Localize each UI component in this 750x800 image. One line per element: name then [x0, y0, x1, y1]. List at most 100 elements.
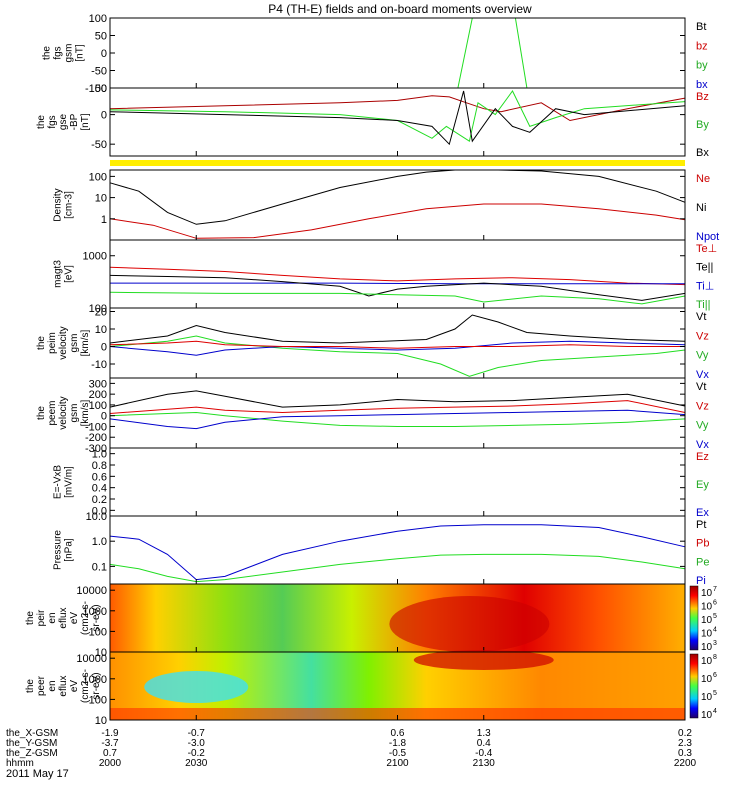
- y-tick-label: 0: [101, 342, 107, 354]
- y-tick-label: 100: [89, 171, 107, 183]
- series-line-Te_par: [109, 274, 686, 301]
- y-tick-label: 10000: [76, 653, 107, 665]
- series-line-Ne: [109, 203, 686, 239]
- y-axis-label: Pressure[nPa]: [53, 530, 75, 570]
- colorbar: [689, 585, 699, 651]
- x-axis-value: -1.8: [389, 738, 407, 749]
- panel-temp: 1000 100 Te⊥ Te|| Ti⊥ Ti|| magt3[eV]: [53, 239, 717, 315]
- figure-title: P4 (TH-E) fields and on-board moments ov…: [268, 2, 532, 16]
- panel-frame: [109, 17, 686, 89]
- legend-entry: Npot: [696, 231, 719, 243]
- series-line-Vy: [109, 411, 686, 427]
- x-axis-row-label: the_X-GSM: [6, 728, 58, 739]
- x-axis-value: -3.0: [188, 738, 206, 749]
- colorbar: [689, 653, 699, 719]
- legend-entry: Pb: [696, 538, 709, 550]
- y-tick-label: -100: [85, 421, 107, 433]
- legend-entry: Ni: [696, 202, 706, 214]
- x-axis-row-label: the_Y-GSM: [6, 738, 57, 749]
- colorbar-tick-exponent: 3: [713, 640, 717, 647]
- y-tick-label: 100: [89, 626, 107, 638]
- x-axis-value: 0.6: [391, 728, 405, 739]
- series-line-Vz: [109, 400, 686, 414]
- x-axis-value: -0.4: [475, 748, 493, 759]
- y-tick-label: 300: [89, 378, 107, 390]
- colorbar-tick-label: 10: [701, 710, 713, 721]
- mode-bar: [110, 160, 685, 166]
- spectrogram-feature: [110, 708, 685, 720]
- series-line-Vz: [109, 340, 685, 349]
- panel-frame: [109, 307, 686, 379]
- y-tick-label: 200: [89, 389, 107, 401]
- x-axis-value: 2130: [473, 758, 496, 769]
- y-tick-label: 10: [95, 324, 107, 336]
- legend-entry: Ne: [696, 173, 710, 185]
- y-axis-label: thepeerenefluxeV(cm2-s-sr-eV): [25, 669, 102, 703]
- y-tick-label: 1.0: [92, 536, 107, 548]
- legend-entry: Vt: [696, 381, 706, 393]
- legend-entry: Bx: [696, 147, 709, 159]
- y-tick-label: 50: [95, 31, 107, 43]
- y-tick-label: -200: [85, 432, 107, 444]
- y-tick-label: 100: [89, 400, 107, 412]
- legend-entry: Vx: [696, 369, 709, 381]
- series-line-Pi: [109, 524, 686, 581]
- legend-entry: Ti⊥: [696, 280, 714, 292]
- y-tick-label: 1000: [83, 251, 107, 263]
- y-axis-label: thepeirenefluxeV(cm2-s-sr-eV): [25, 601, 102, 635]
- y-tick-label: 0.8: [92, 460, 107, 472]
- legend-entry: Te⊥: [696, 243, 717, 255]
- y-tick-label: 1: [101, 214, 107, 226]
- x-axis-value: 0.2: [678, 728, 692, 739]
- y-tick-label: 10: [95, 715, 107, 727]
- x-axis-value: -0.7: [188, 728, 206, 739]
- panel-frame: [109, 87, 686, 157]
- legend-entry: Vz: [696, 330, 709, 342]
- panel-efield: 1.00.80.60.40.20.0 Ez Ey Ex E=-VxB[mV/m]: [53, 447, 709, 519]
- x-axis-value: 0.3: [678, 748, 692, 759]
- colorbar-tick-label: 10: [701, 602, 713, 613]
- y-tick-label: 100: [89, 13, 107, 25]
- colorbar-tick-exponent: 7: [713, 586, 717, 593]
- series-line-Vx: [109, 409, 686, 430]
- y-axis-label: thepeemvelocitygsm[km/s]: [36, 396, 91, 429]
- panel-density: 100 10 1 Ne Ni Npot Density[cm-3]: [53, 169, 719, 243]
- legend-entry: Bt: [696, 21, 706, 33]
- legend-entry: Ez: [696, 451, 709, 463]
- y-tick-label: -50: [91, 139, 107, 151]
- x-axis-annotations: the_X-GSM -1.9 -0.7 0.6 1.3 0.2 the_Y-GSM -3.7 -…: [6, 728, 697, 769]
- y-tick-label: -300: [85, 443, 107, 455]
- series-line-Te_perp: [109, 266, 686, 286]
- y-axis-label: E=-VxB[mV/m]: [53, 465, 75, 500]
- x-axis-value: -1.9: [101, 728, 119, 739]
- legend-entry: Vz: [696, 400, 709, 412]
- legend-entry: Vy: [696, 420, 709, 432]
- y-tick-label: 10: [95, 647, 107, 659]
- colorbar-tick-label: 10: [701, 692, 713, 703]
- colorbar-tick-exponent: 4: [713, 627, 717, 634]
- y-axis-label: magt3[eV]: [53, 260, 75, 288]
- x-axis-value: 0.4: [477, 738, 491, 749]
- spectrogram-feature: [389, 596, 550, 652]
- series-line-Ti_perp: [110, 282, 685, 285]
- legend-entry: bx: [696, 79, 708, 91]
- x-axis-value: 1.3: [477, 728, 491, 739]
- y-tick-label: -10: [91, 359, 107, 371]
- y-tick-label: -100: [85, 83, 107, 95]
- y-tick-label: 50: [95, 83, 107, 95]
- legend-entry: bz: [696, 40, 708, 52]
- series-line-Vx: [109, 340, 686, 356]
- series-line-Vt: [109, 390, 686, 408]
- y-tick-label: 0.6: [92, 471, 107, 483]
- y-tick-label: 0.2: [92, 494, 107, 506]
- y-axis-label: thefgsgse-BP[nT]: [36, 113, 91, 130]
- legend-entry: Pe: [696, 556, 709, 568]
- y-tick-label: 0: [101, 110, 107, 122]
- panels-group: 100500-50-100Btbzbybxthefgsgsm[nT]500-50…: [25, 13, 719, 727]
- y-tick-label: 0: [101, 48, 107, 60]
- y-axis-label: thepeimvelocitygsm[km/s]: [36, 326, 91, 359]
- legend-entry: Te||: [696, 262, 713, 274]
- y-tick-label: 10000: [76, 585, 107, 597]
